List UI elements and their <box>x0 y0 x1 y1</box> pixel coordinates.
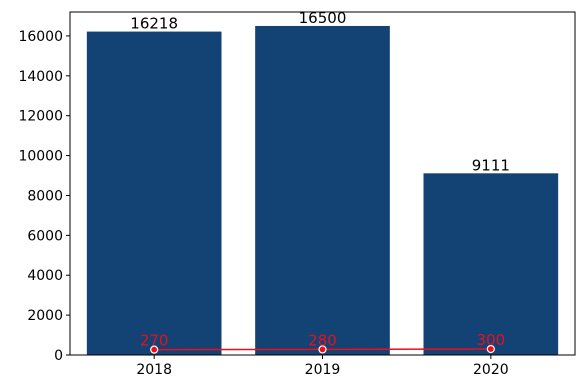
y-tick-label-14000: 14000 <box>18 69 63 85</box>
y-tick-label-8000: 8000 <box>27 188 63 204</box>
bars-group <box>86 25 559 356</box>
line-point-2018 <box>150 345 159 354</box>
bar-2020 <box>423 173 559 355</box>
line-point-2020 <box>486 344 495 354</box>
line-point-2019 <box>318 345 327 354</box>
x-tick-label-2020: 2020 <box>473 362 509 377</box>
x-tick-label-2018: 2018 <box>136 362 172 377</box>
x-axis-ticks: 2018 2019 2020 <box>136 355 509 377</box>
y-tick-label-4000: 4000 <box>27 268 63 284</box>
bar-label-2018: 16218 <box>130 15 178 33</box>
y-tick-label-6000: 6000 <box>27 228 63 244</box>
line-series-group: 270 280 300 <box>140 331 506 354</box>
bar-2019 <box>255 25 390 356</box>
y-tick-label-16000: 16000 <box>18 29 63 45</box>
line-label-2020: 300 <box>477 331 506 349</box>
x-tick-label-2019: 2019 <box>305 362 341 377</box>
bar-label-2019: 16500 <box>299 9 347 27</box>
y-tick-label-10000: 10000 <box>18 149 63 165</box>
bar-label-2020: 9111 <box>472 156 510 174</box>
bar-2018 <box>86 31 222 355</box>
line-label-2018: 270 <box>140 332 169 350</box>
y-tick-label-2000: 2000 <box>27 308 63 324</box>
line-label-2019: 280 <box>308 331 337 349</box>
y-tick-label-12000: 12000 <box>18 109 63 125</box>
y-axis-ticks: 0 2000 4000 6000 8000 10000 12000 14000 16000 <box>18 29 70 364</box>
bar-labels-group: 16218 16500 9111 <box>130 9 510 174</box>
y-tick-label-0: 0 <box>54 348 63 364</box>
